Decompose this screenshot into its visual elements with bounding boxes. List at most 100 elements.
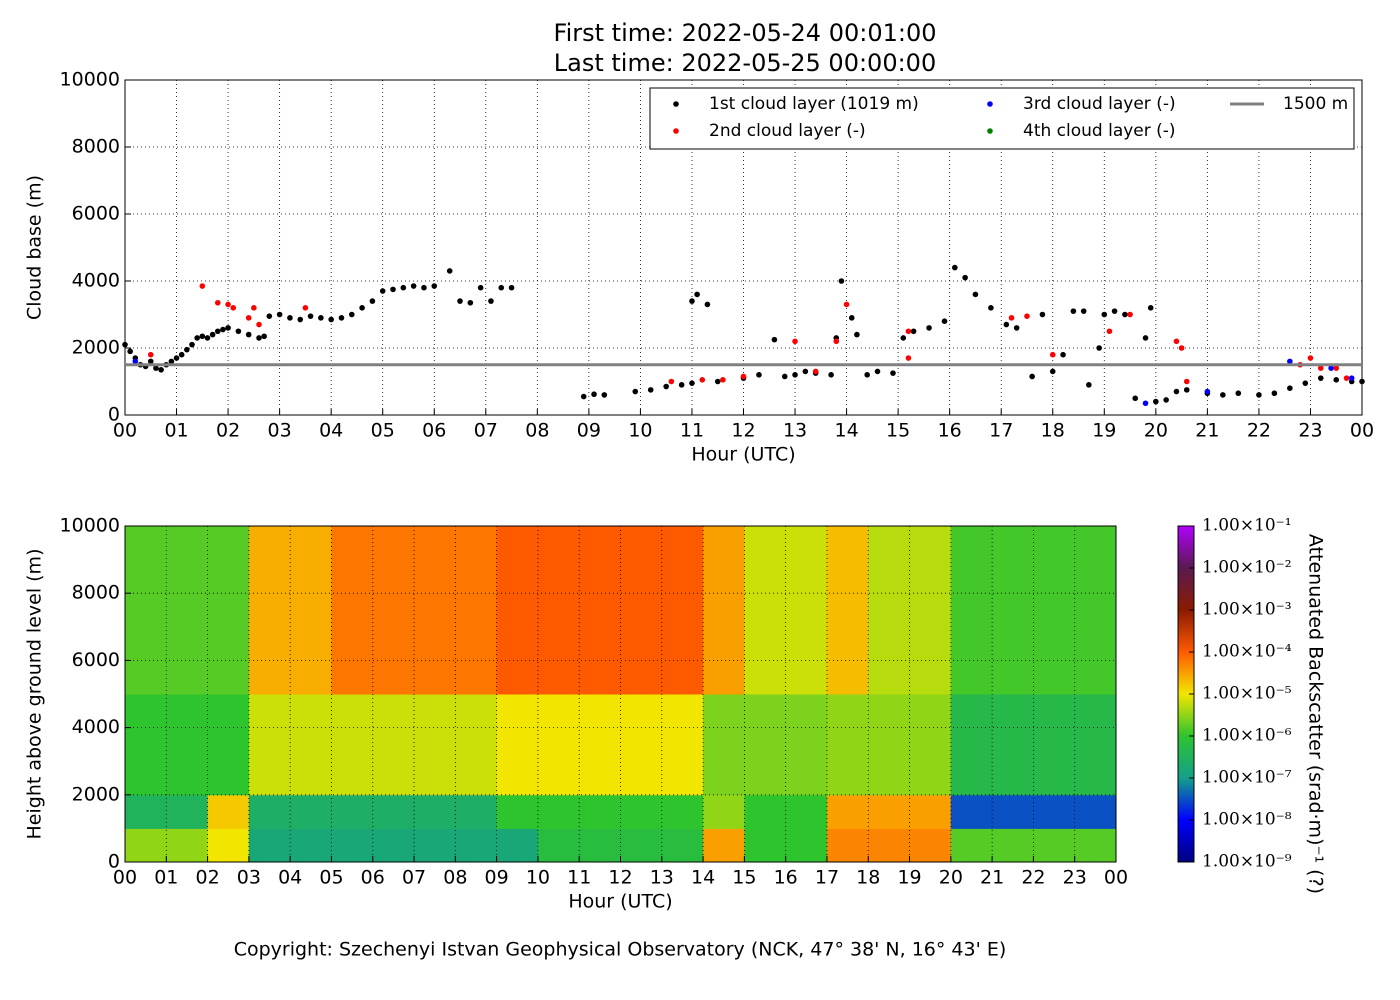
- data-point: [941, 318, 948, 325]
- heatmap-cell: [826, 794, 869, 829]
- heatmap-cell: [331, 660, 374, 695]
- heatmap-cell: [826, 761, 869, 796]
- heatmap-cell: [620, 828, 663, 863]
- data-point: [348, 311, 355, 318]
- x-tick-label: 15: [732, 867, 756, 889]
- heatmap-cell: [950, 828, 993, 863]
- plot-frame: [124, 525, 1117, 863]
- heatmap-cell: [455, 828, 498, 863]
- x-tick-label: 17: [815, 867, 839, 889]
- heatmap-cell: [992, 559, 1034, 594]
- x-tick-label: 12: [731, 420, 755, 442]
- data-point: [199, 333, 206, 340]
- heatmap-cell: [620, 694, 663, 729]
- heatmap-cell: [579, 593, 621, 628]
- data-point: [1060, 351, 1066, 358]
- heatmap-cell: [414, 559, 456, 594]
- heatmap-cell: [744, 694, 787, 729]
- data-point: [1096, 345, 1102, 351]
- heatmap-cell: [1074, 559, 1117, 594]
- data-point: [431, 283, 438, 289]
- heatmap-cell: [1074, 593, 1117, 628]
- heatmap-cell: [537, 761, 580, 796]
- data-point: [812, 368, 819, 375]
- heatmap-cell: [1033, 727, 1076, 762]
- data-point: [214, 299, 221, 306]
- data-point: [410, 283, 417, 289]
- heatmap-cell: [331, 526, 374, 561]
- heatmap-cell: [579, 559, 621, 594]
- data-point: [235, 328, 242, 335]
- heatmap-cell: [909, 761, 952, 796]
- colorbar-tick-label: 1.00×10⁻⁹: [1202, 852, 1292, 872]
- data-point: [1101, 311, 1108, 318]
- heatmap-cell: [826, 694, 869, 729]
- heatmap-cell: [950, 526, 993, 561]
- data-point: [1220, 392, 1226, 398]
- data-point: [771, 336, 778, 343]
- heatmap-cell: [785, 526, 828, 561]
- heatmap-cell: [703, 526, 745, 561]
- heatmap-cell: [868, 660, 911, 695]
- data-point: [952, 264, 958, 271]
- data-point: [467, 299, 474, 306]
- x-tick-label: 10: [526, 867, 550, 889]
- heatmap-cell: [661, 626, 704, 661]
- heatmap-cell: [744, 593, 787, 628]
- heatmap-cell: [909, 694, 952, 729]
- heatmap-cell: [868, 694, 911, 729]
- heatmap-cell: [290, 526, 332, 561]
- heatmap-cell: [1074, 660, 1117, 695]
- heatmap-cell: [868, 559, 911, 594]
- heatmap-cell: [414, 660, 456, 695]
- data-point: [488, 298, 494, 304]
- heatmap-cell: [372, 694, 415, 729]
- heatmap-cell: [455, 626, 498, 661]
- heatmap-cell: [1033, 828, 1076, 863]
- heatmap-cell: [785, 794, 828, 829]
- x-tick-label: 16: [774, 867, 798, 889]
- data-point: [1287, 385, 1293, 392]
- heatmap-cell: [661, 694, 704, 729]
- heatmap-cell: [248, 761, 291, 796]
- heatmap-cell: [785, 694, 828, 729]
- data-point: [1333, 365, 1340, 371]
- heatmap-cell: [125, 694, 167, 729]
- data-point: [1235, 390, 1242, 397]
- heatmap-cell: [579, 626, 621, 661]
- x-tick-label: 08: [443, 867, 467, 889]
- heatmap-cell: [950, 761, 993, 796]
- heatmap-cell: [496, 761, 539, 796]
- heatmap-cell: [537, 794, 580, 829]
- data-point: [369, 298, 376, 304]
- legend-label: 3rd cloud layer (-): [1023, 94, 1176, 114]
- heatmap-cell: [785, 761, 828, 796]
- heatmap-cell: [496, 794, 539, 829]
- data-point: [854, 331, 860, 338]
- heatmap-cell: [744, 794, 787, 829]
- heatmap-cell: [414, 593, 456, 628]
- data-point: [720, 377, 726, 383]
- x-tick-label: 03: [268, 420, 292, 442]
- data-point: [261, 333, 267, 340]
- heatmap-cell: [703, 660, 745, 695]
- data-point: [168, 358, 175, 365]
- data-point: [287, 315, 293, 321]
- data-point: [302, 305, 309, 311]
- heatmap-cell: [1074, 626, 1117, 661]
- heatmap-cell: [372, 761, 415, 796]
- heatmap-cell: [1033, 660, 1076, 695]
- x-tick-label: 00: [1104, 867, 1128, 889]
- data-point: [1106, 328, 1113, 335]
- data-point: [905, 328, 912, 335]
- data-point: [328, 316, 334, 323]
- x-tick-label: 04: [319, 420, 343, 442]
- heatmap-cell: [537, 828, 580, 863]
- data-point: [359, 305, 365, 311]
- x-axis-label: Hour (UTC): [568, 891, 672, 913]
- heatmap-cell: [1033, 794, 1076, 829]
- data-point: [1348, 375, 1355, 381]
- data-point: [1080, 308, 1087, 314]
- heatmap-cell: [785, 660, 828, 695]
- data-point: [689, 298, 695, 304]
